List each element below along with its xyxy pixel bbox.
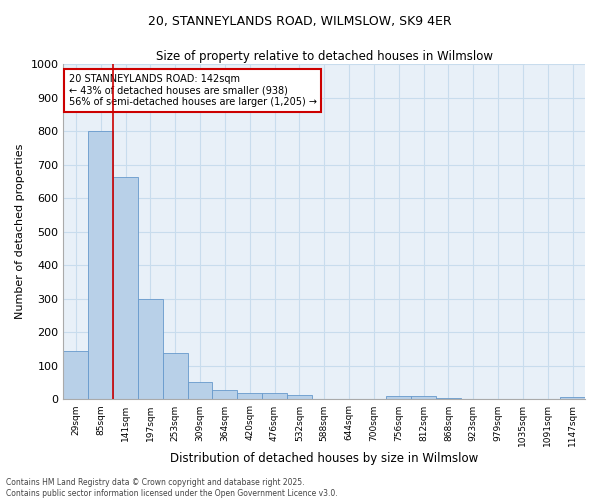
Text: 20, STANNEYLANDS ROAD, WILMSLOW, SK9 4ER: 20, STANNEYLANDS ROAD, WILMSLOW, SK9 4ER bbox=[148, 15, 452, 28]
Bar bbox=[212, 390, 237, 400]
Bar bbox=[386, 396, 411, 400]
Bar bbox=[188, 382, 212, 400]
Bar bbox=[64, 351, 88, 400]
Bar bbox=[163, 352, 188, 400]
Bar bbox=[560, 398, 585, 400]
Bar bbox=[436, 398, 461, 400]
Bar bbox=[262, 394, 287, 400]
Bar bbox=[411, 396, 436, 400]
Title: Size of property relative to detached houses in Wilmslow: Size of property relative to detached ho… bbox=[156, 50, 493, 63]
Text: 20 STANNEYLANDS ROAD: 142sqm
← 43% of detached houses are smaller (938)
56% of s: 20 STANNEYLANDS ROAD: 142sqm ← 43% of de… bbox=[68, 74, 317, 108]
Y-axis label: Number of detached properties: Number of detached properties bbox=[15, 144, 25, 320]
Bar bbox=[113, 177, 138, 400]
Bar bbox=[287, 396, 312, 400]
Bar bbox=[237, 394, 262, 400]
Bar bbox=[88, 131, 113, 400]
X-axis label: Distribution of detached houses by size in Wilmslow: Distribution of detached houses by size … bbox=[170, 452, 478, 465]
Bar bbox=[138, 299, 163, 400]
Text: Contains HM Land Registry data © Crown copyright and database right 2025.
Contai: Contains HM Land Registry data © Crown c… bbox=[6, 478, 338, 498]
